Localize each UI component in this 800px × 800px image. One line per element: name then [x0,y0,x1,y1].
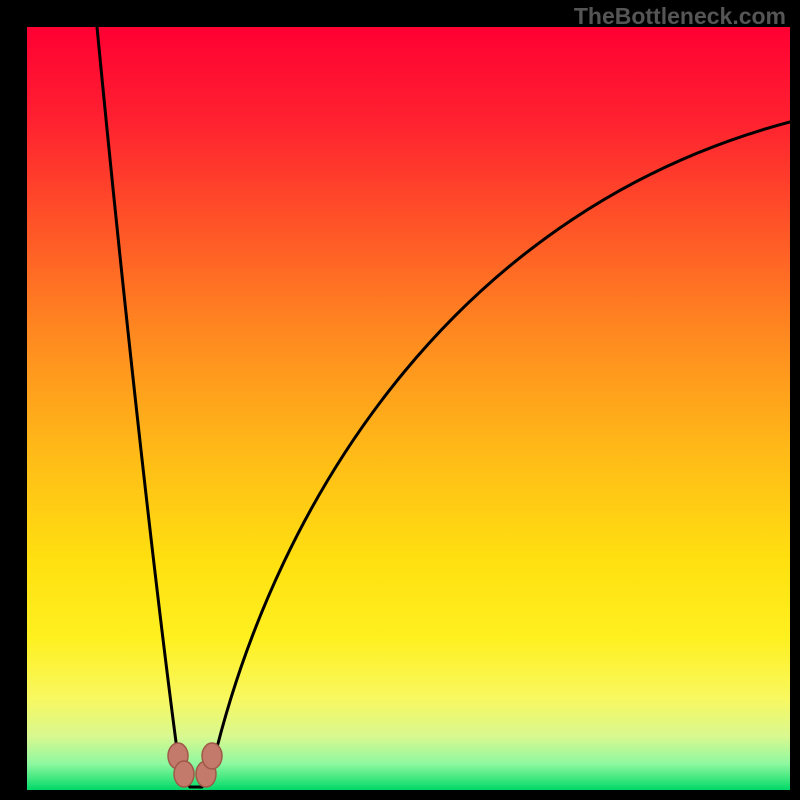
bottleneck-curve [27,27,790,790]
watermark-text: TheBottleneck.com [574,3,786,30]
dip-marker [202,743,222,769]
dip-marker [174,761,194,787]
plot-area [27,27,790,790]
